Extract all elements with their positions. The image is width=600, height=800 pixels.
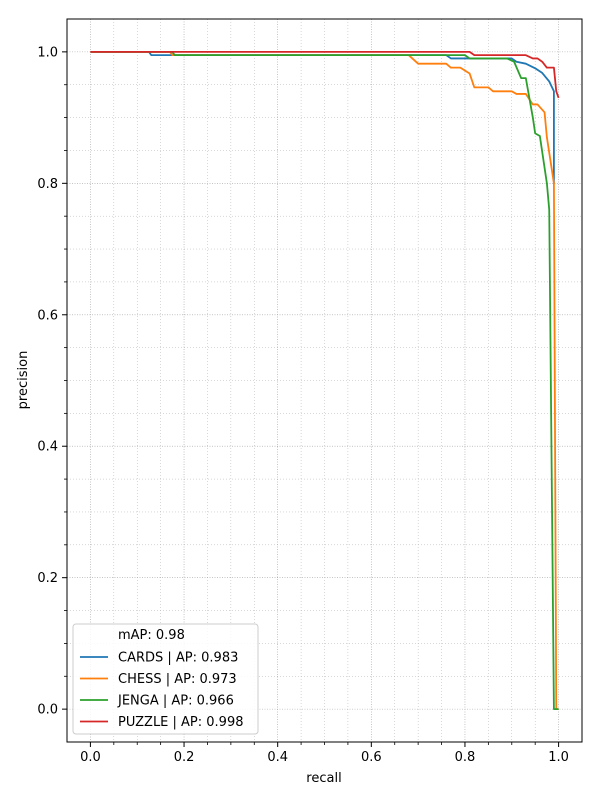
- y-tick-label: 0.8: [37, 177, 58, 192]
- series-line-jenga: [90, 50, 559, 711]
- series-line-puzzle: [90, 50, 560, 99]
- legend-header: mAP: 0.98: [118, 628, 185, 643]
- y-axis-label: precision: [16, 351, 31, 410]
- legend-label: CARDS | AP: 0.983: [118, 651, 238, 666]
- minor-grid: [67, 19, 582, 742]
- legend-box: [72, 623, 259, 735]
- y-tick-label: 1.0: [37, 45, 58, 60]
- y-tick-label: 0.6: [37, 308, 58, 323]
- x-tick-label: 0.4: [267, 750, 288, 765]
- x-tick-label: 0.8: [455, 750, 476, 765]
- y-tick-label: 0.0: [37, 703, 58, 718]
- x-tick-label: 1.0: [548, 750, 569, 765]
- x-tick-label: 0.6: [361, 750, 382, 765]
- series-line-chess: [90, 50, 559, 711]
- y-tick-label: 0.2: [37, 571, 58, 586]
- series-layer: [90, 50, 560, 711]
- x-tick-label: 0.0: [80, 750, 101, 765]
- legend-entries: CARDS | AP: 0.983 CHESS | AP: 0.973 JENGA …: [80, 651, 244, 730]
- legend-label: CHESS | AP: 0.973: [118, 672, 237, 687]
- y-tick-label: 0.4: [37, 440, 58, 455]
- y-axis: 0.0 0.2 0.4 0.6 0.8 1.0: [37, 45, 67, 718]
- legend-label: JENGA | AP: 0.966: [117, 694, 234, 709]
- major-grid: [67, 19, 582, 742]
- x-axis-label: recall: [306, 771, 341, 786]
- legend: mAP: 0.98 CARDS | AP: 0.983 CHESS | AP: 0…: [72, 623, 259, 735]
- legend-label: PUZZLE | AP: 0.998: [118, 715, 244, 730]
- x-tick-label: 0.2: [174, 750, 195, 765]
- x-axis: 0.0 0.2 0.4 0.6 0.8 1.0: [80, 742, 569, 765]
